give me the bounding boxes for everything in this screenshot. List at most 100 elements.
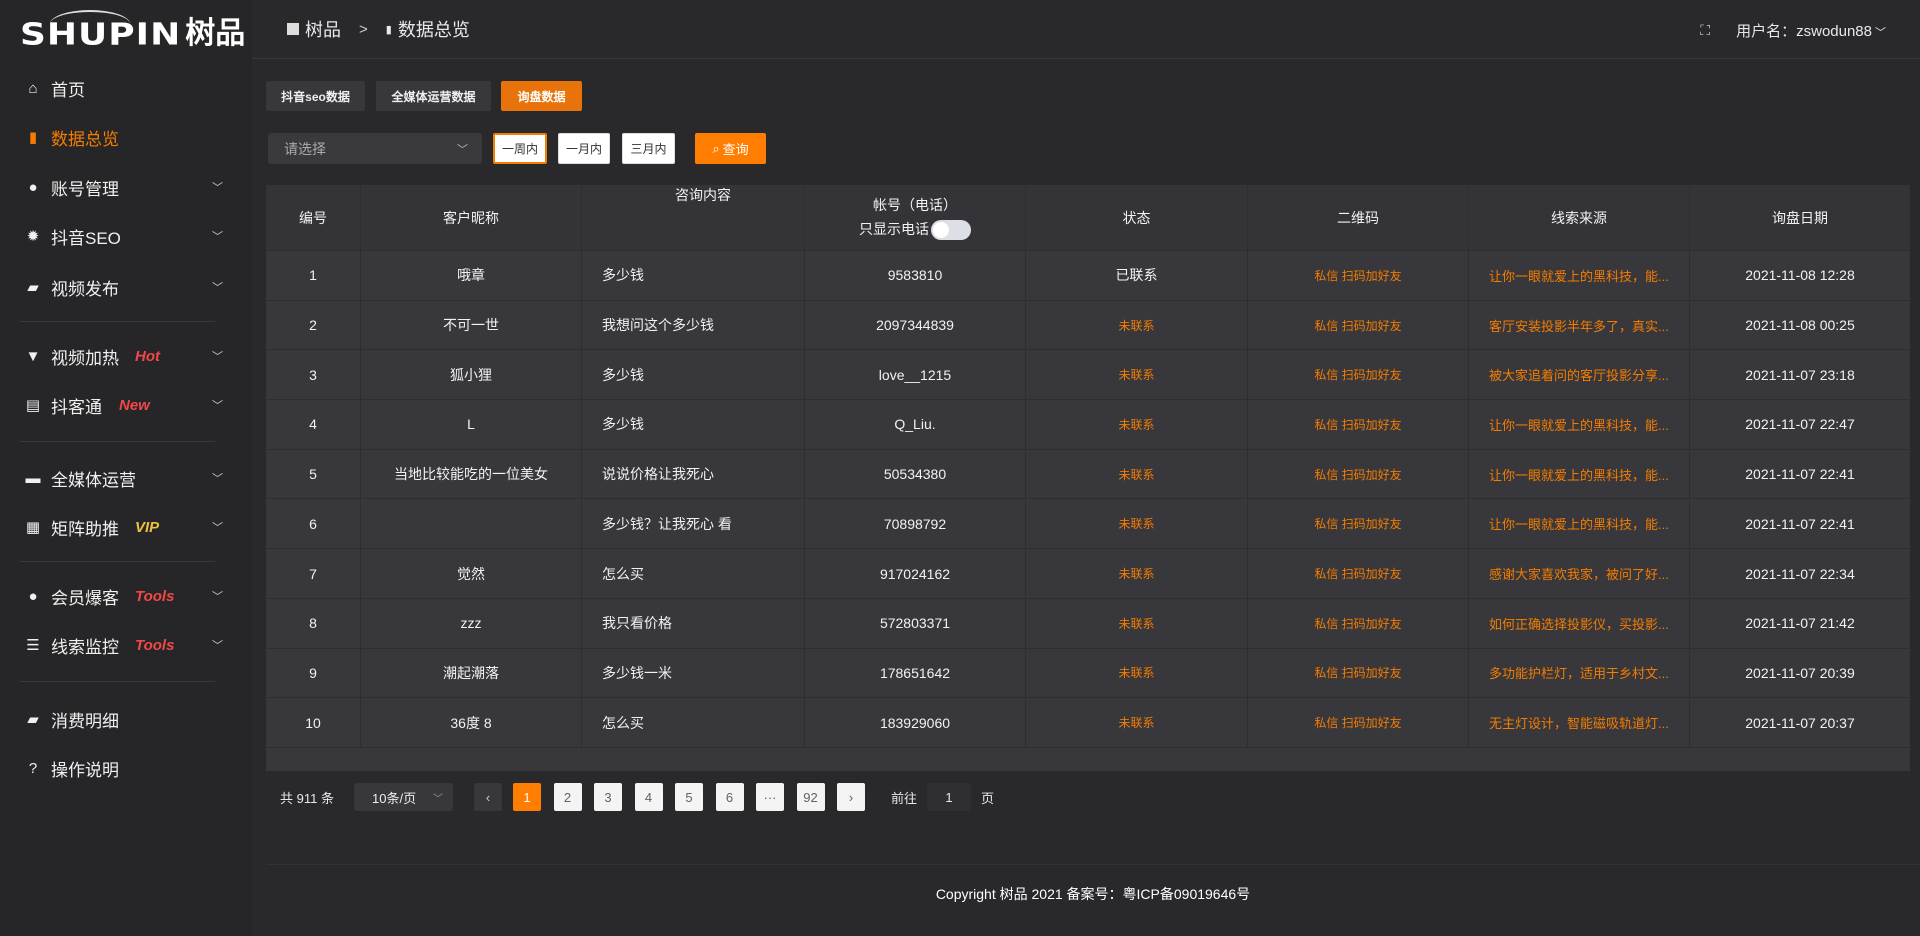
lead-source[interactable]: 如何正确选择投影仪，买投影... <box>1469 598 1690 648</box>
inquiry-date: 2021-11-07 20:37 <box>1745 714 1855 731</box>
filter-select[interactable]: 请选择 ﹀ <box>268 133 482 164</box>
inquiry-table: 编号 客户昵称 咨询内容 帐号（电话） 只显示电话 状态 二维码 线索来源 询盘日期 1 哦章 多少钱… <box>266 185 1910 771</box>
column-title: 编号 <box>299 209 327 226</box>
sidebar-item-label: 操作说明 <box>51 760 119 780</box>
column-header: 客户昵称 <box>361 185 582 250</box>
tab-douyin-seo[interactable]: 抖音seo数据 <box>266 81 365 111</box>
sidebar-item-9[interactable]: ● 会员爆客 Tools ﹀ <box>0 576 252 616</box>
page-button[interactable]: 92 <box>796 783 825 811</box>
member-icon: ● <box>28 587 38 605</box>
lead-source[interactable]: 客厅安装投影半年多了，真实... <box>1469 300 1690 350</box>
sidebar-divider <box>20 441 215 442</box>
page-button[interactable]: 1 <box>513 783 541 811</box>
account: 2097344839 <box>805 300 1026 350</box>
sidebar-item-12[interactable]: ? 操作说明 <box>0 748 252 788</box>
breadcrumb-current: 数据总览 <box>397 20 470 40</box>
status: 未联系 <box>1026 300 1248 350</box>
lead-source[interactable]: 感谢大家喜欢我家，被问了好... <box>1469 549 1690 598</box>
logo-text-en: SHUPIN <box>20 17 182 52</box>
lead-source[interactable]: 让你一眼就爱上的黑科技，能... <box>1469 251 1690 300</box>
column-header: 状态 <box>1026 185 1248 250</box>
inquiry-content: 多少钱 <box>582 400 805 449</box>
tab-all-media[interactable]: 全媒体运营数据 <box>376 81 491 111</box>
page-button[interactable]: 4 <box>634 783 663 811</box>
row-id: 2 <box>266 300 361 350</box>
range-month-button[interactable]: 一月内 <box>558 133 610 164</box>
range-3month-button[interactable]: 三月内 <box>622 133 675 164</box>
table-row: 1 哦章 多少钱 9583810 已联系 私信 扫码加好友 让你一眼就爱上的黑科技，能...… <box>266 251 1910 301</box>
sidebar-item-7[interactable]: ▬ 全媒体运营 ﹀ <box>0 458 252 498</box>
qr-actions[interactable]: 私信 扫码加好友 <box>1248 350 1469 400</box>
page-button[interactable]: 2 <box>553 783 582 811</box>
lead-source[interactable]: 让你一眼就爱上的黑科技，能... <box>1469 449 1690 499</box>
lead-source[interactable]: 多功能护栏灯，适用于乡村文... <box>1469 648 1690 698</box>
qr-actions[interactable]: 私信 扫码加好友 <box>1248 499 1469 549</box>
qr-actions[interactable]: 私信 扫码加好友 <box>1248 251 1469 300</box>
sidebar-item-badge: Hot <box>135 347 160 365</box>
goto-page-input[interactable]: 1 <box>927 783 971 811</box>
user-menu[interactable]: 用户名：zswodun88 ﹀ <box>1736 20 1886 41</box>
inquiry-date: 2021-11-07 21:42 <box>1745 615 1855 632</box>
account: 50534380 <box>805 449 1026 499</box>
inquiry-content: 说说价格让我死心 <box>582 449 805 499</box>
inquiry-date: 2021-11-07 22:34 <box>1745 565 1855 582</box>
sidebar-item-6[interactable]: ▤ 抖客通 New ﹀ <box>0 385 252 425</box>
sidebar-item-10[interactable]: ☰ 线索监控 Tools ﹀ <box>0 625 252 665</box>
row-id: 4 <box>266 400 361 449</box>
next-page-button[interactable]: › <box>837 783 865 811</box>
lead-source[interactable]: 被大家追着问的客厅投影分享... <box>1469 350 1690 400</box>
qr-actions[interactable]: 私信 扫码加好友 <box>1248 449 1469 499</box>
inquiry-date: 2021-11-08 00:25 <box>1745 317 1855 334</box>
chevron-down-icon: ﹀ <box>212 640 223 652</box>
column-title: 咨询内容 <box>675 187 731 203</box>
total-count: 共 911 条 <box>280 790 334 806</box>
row-id: 8 <box>266 598 361 648</box>
breadcrumb-chart-icon <box>287 23 299 35</box>
column-title: 帐号（电话） <box>873 196 957 213</box>
prev-page-button[interactable]: ‹ <box>474 783 502 811</box>
inquiry-date: 2021-11-07 22:47 <box>1745 416 1855 433</box>
chevron-down-icon: ﹀ <box>433 793 443 805</box>
breadcrumb-root[interactable]: 树品 <box>305 20 341 40</box>
qr-actions[interactable]: 私信 扫码加好友 <box>1248 400 1469 449</box>
sidebar-item-label: 数据总览 <box>51 129 119 149</box>
lead-source[interactable]: 让你一眼就爱上的黑科技，能... <box>1469 400 1690 449</box>
more-pages-button[interactable]: ··· <box>756 783 784 811</box>
bar-chart-icon: ▮ <box>28 129 38 146</box>
qr-actions[interactable]: 私信 扫码加好友 <box>1248 648 1469 698</box>
chevron-down-icon: ﹀ <box>212 282 223 294</box>
logo[interactable]: SHUPIN 树品 <box>20 10 245 52</box>
customer-nickname: 哦章 <box>361 251 582 300</box>
sidebar-item-8[interactable]: ▦ 矩阵助推 VIP ﹀ <box>0 507 252 547</box>
page-button[interactable]: 3 <box>594 783 622 811</box>
sidebar-item-5[interactable]: ▼ 视频加热 Hot ﹀ <box>0 336 252 376</box>
chevron-down-icon: ﹀ <box>212 522 223 534</box>
column-header: 线索来源 <box>1469 185 1690 250</box>
status: 未联系 <box>1026 598 1248 648</box>
inquiry-content: 怎么买 <box>582 698 805 747</box>
lead-source[interactable]: 无主灯设计，智能磁吸轨道灯... <box>1469 698 1690 747</box>
sidebar-item-4[interactable]: ▰ 视频发布 ﹀ <box>0 267 252 307</box>
sidebar-item-3[interactable]: ✹ 抖音SEO ﹀ <box>0 216 252 256</box>
page-button[interactable]: 6 <box>715 783 744 811</box>
qr-actions[interactable]: 私信 扫码加好友 <box>1248 300 1469 350</box>
phone-only-toggle[interactable] <box>931 220 971 241</box>
page-button[interactable]: 5 <box>675 783 703 811</box>
sliders-icon: ☰ <box>26 637 40 654</box>
search-icon: ⌕ <box>712 140 720 156</box>
sidebar-item-11[interactable]: ▰ 消费明细 <box>0 699 252 739</box>
sidebar-item-0[interactable]: ⌂ 首页 <box>0 68 252 108</box>
page-size-select[interactable]: 10条/页 ﹀ <box>354 783 453 811</box>
sidebar-item-2[interactable]: ● 账号管理 ﹀ <box>0 167 252 207</box>
qr-actions[interactable]: 私信 扫码加好友 <box>1248 598 1469 648</box>
qr-actions[interactable]: 私信 扫码加好友 <box>1248 549 1469 598</box>
query-button[interactable]: ⌕ 查询 <box>695 133 766 164</box>
sidebar-item-1[interactable]: ▮ 数据总览 <box>0 117 252 157</box>
table-row: 4 L 多少钱 Q_Liu. 未联系 私信 扫码加好友 让你一眼就爱上的黑科技，能... 20… <box>266 400 1910 450</box>
lead-source[interactable]: 让你一眼就爱上的黑科技，能... <box>1469 499 1690 549</box>
range-week-button[interactable]: 一周内 <box>493 133 547 164</box>
customer-nickname: 潮起潮落 <box>361 648 582 698</box>
tab-inquiry[interactable]: 询盘数据 <box>501 81 582 111</box>
qr-actions[interactable]: 私信 扫码加好友 <box>1248 698 1469 747</box>
fullscreen-icon[interactable]: ⛶ <box>1700 22 1711 38</box>
